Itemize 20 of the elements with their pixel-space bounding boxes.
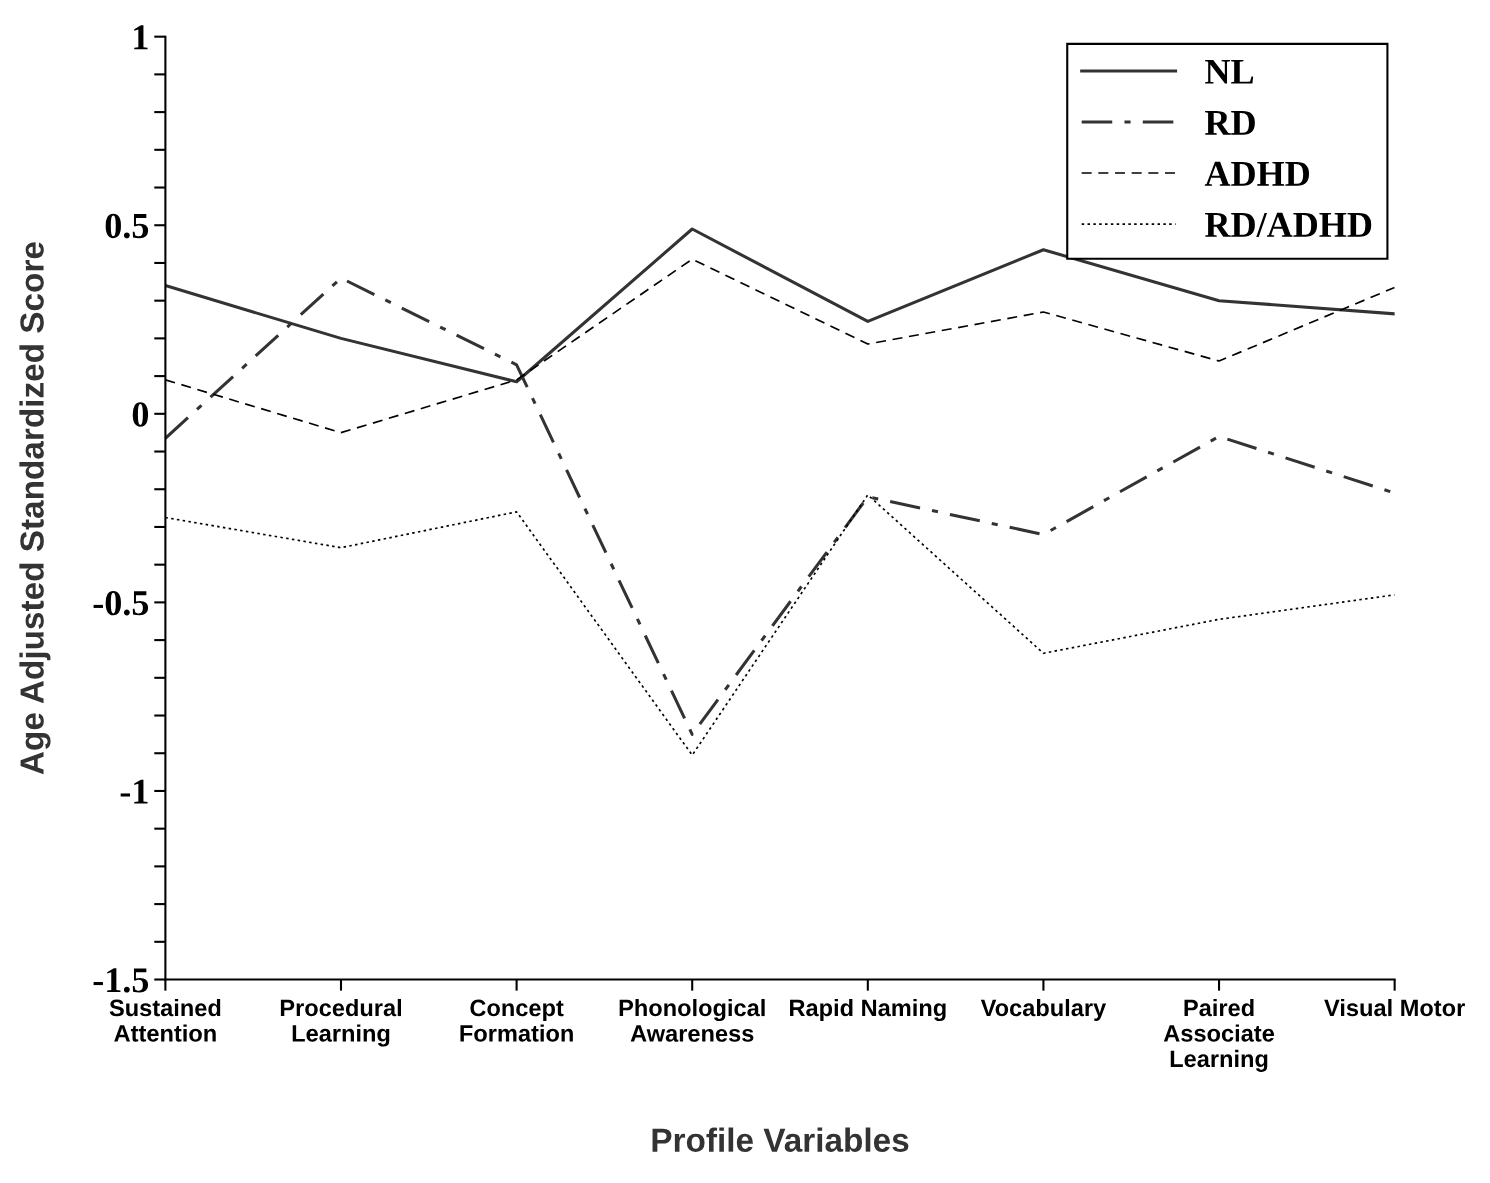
legend-label: NL [1205,59,1254,84]
y-tick-label: 1 [134,25,148,50]
x-tick-label: Concept Formation [460,999,573,1042]
y-tick-label: -1.5 [93,968,149,993]
x-tick-label: Visual Motor [1324,998,1465,1017]
x-tick-label: Vocabulary [980,998,1107,1021]
legend-label: RD [1205,110,1255,135]
x-tick-label: Rapid Naming [790,998,946,1022]
y-tick-label: -1 [120,779,148,804]
x-tick-label: Phonological Awareness [619,998,765,1042]
x-tick-label: Sustained Attention [109,998,221,1042]
legend-label: RD/ADHD [1205,212,1372,238]
x-tick-label: Procedural Learning [280,998,401,1047]
x-axis-title: Profile Variables [652,1127,909,1152]
y-axis-title: Age Adjusted Standardized Score [19,242,51,775]
y-tick-label: 0 [132,402,149,427]
y-tick-label: -0.5 [93,590,149,616]
y-tick-label: 0.5 [105,213,149,239]
x-tick-label: Paired Associate Learning [1163,998,1275,1072]
legend-label: ADHD [1204,161,1310,186]
